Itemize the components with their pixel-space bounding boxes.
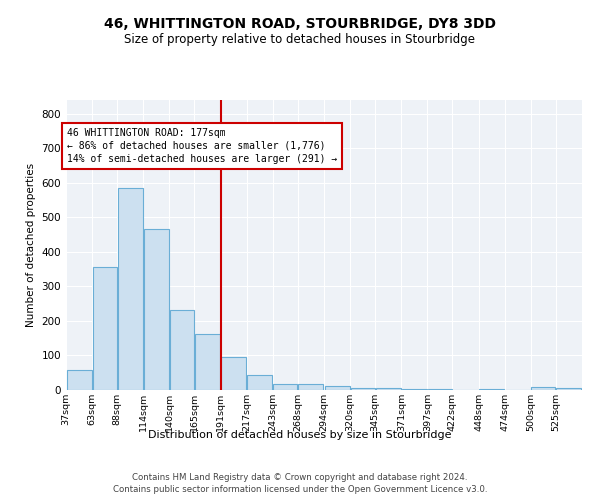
Bar xyxy=(144,230,169,390)
Text: 46 WHITTINGTON ROAD: 177sqm
← 86% of detached houses are smaller (1,776)
14% of : 46 WHITTINGTON ROAD: 177sqm ← 86% of det… xyxy=(67,128,337,164)
Text: Contains public sector information licensed under the Open Government Licence v3: Contains public sector information licen… xyxy=(113,485,487,494)
Text: 46, WHITTINGTON ROAD, STOURBRIDGE, DY8 3DD: 46, WHITTINGTON ROAD, STOURBRIDGE, DY8 3… xyxy=(104,18,496,32)
Bar xyxy=(92,267,116,390)
Bar xyxy=(402,388,427,390)
Text: Size of property relative to detached houses in Stourbridge: Size of property relative to detached ho… xyxy=(125,32,476,46)
Bar xyxy=(247,375,272,390)
Y-axis label: Number of detached properties: Number of detached properties xyxy=(26,163,36,327)
Bar xyxy=(376,388,401,390)
Bar xyxy=(118,188,143,390)
Bar xyxy=(67,370,92,390)
Bar xyxy=(298,384,323,390)
Bar xyxy=(221,357,246,390)
Bar xyxy=(428,389,452,390)
Text: Distribution of detached houses by size in Stourbridge: Distribution of detached houses by size … xyxy=(148,430,452,440)
Bar xyxy=(350,388,374,390)
Bar xyxy=(325,386,350,390)
Bar xyxy=(195,334,220,390)
Bar xyxy=(556,388,581,390)
Bar xyxy=(274,384,298,390)
Bar xyxy=(532,387,556,390)
Text: Contains HM Land Registry data © Crown copyright and database right 2024.: Contains HM Land Registry data © Crown c… xyxy=(132,472,468,482)
Bar xyxy=(170,310,194,390)
